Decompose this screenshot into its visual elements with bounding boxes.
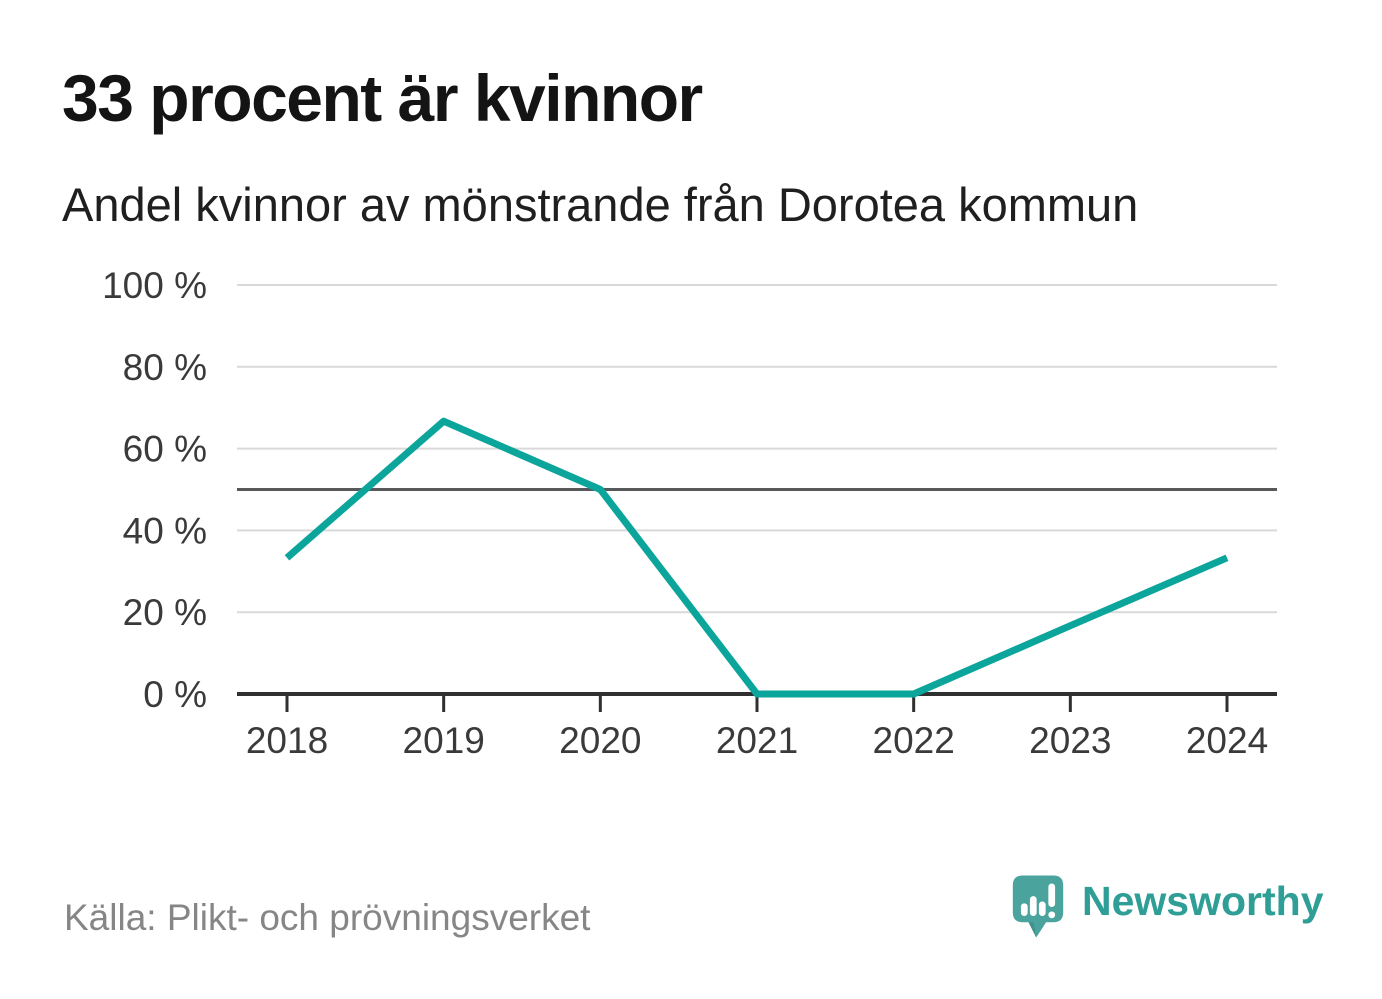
x-axis-label: 2020: [559, 720, 641, 761]
y-axis-label: 20 %: [123, 592, 207, 633]
x-axis-label: 2024: [1186, 720, 1268, 761]
x-axis-label: 2019: [403, 720, 485, 761]
source-note: Källa: Plikt- och prövningsverket: [64, 897, 591, 938]
y-axis-label: 0 %: [143, 674, 207, 715]
newsworthy-logo: Newsworthy: [1011, 873, 1324, 940]
y-axis-label: 40 %: [123, 510, 207, 551]
chart-title: 33 procent är kvinnor: [62, 61, 703, 135]
x-axis-label: 2023: [1029, 720, 1111, 761]
y-axis-label: 100 %: [102, 265, 207, 306]
x-axis-label: 2022: [873, 720, 955, 761]
line-chart: 0 % 20 % 40 % 60 % 80 % 100 % 2018 2019 2020 2021…: [102, 265, 1277, 761]
newsworthy-bubble-chart-icon: [1012, 875, 1064, 938]
series-line: [284, 417, 1229, 698]
y-axis-label: 60 %: [123, 429, 207, 470]
x-axis-label: 2018: [246, 720, 328, 761]
chart-subtitle: Andel kvinnor av mönstrande från Dorotea…: [62, 178, 1139, 231]
x-axis-label: 2021: [716, 720, 798, 761]
newsworthy-wordmark: Newsworthy: [1082, 878, 1324, 924]
y-axis-label: 80 %: [123, 347, 207, 388]
